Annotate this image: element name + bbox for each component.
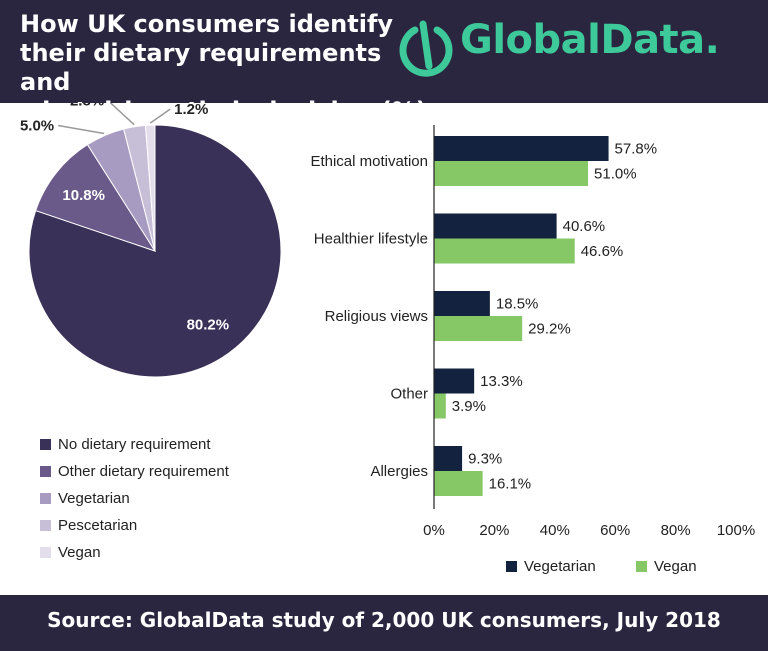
bar-vegetarian-healthier-lifestyle [434, 213, 557, 239]
bar-vegan-religious-views [434, 316, 523, 341]
pie-legend-label: Pescetarian [58, 516, 138, 534]
bar-value-vegan-healthier-lifestyle: 46.6% [581, 243, 624, 260]
bar-value-vegan-other: 3.9% [452, 398, 486, 415]
category-label-healthier-lifestyle: Healthier lifestyle [314, 231, 428, 248]
source-note: Source: GlobalData study of 2,000 UK con… [47, 608, 721, 632]
bar-value-vegetarian-allergies: 9.3% [468, 451, 502, 468]
pie-legend-item-no-dietary-requirement: No dietary requirement [40, 435, 211, 453]
x-tick-label: 40% [540, 522, 570, 539]
title-line-1: How UK consumers identify [20, 10, 394, 38]
bar-legend-label: Vegan [654, 557, 697, 575]
category-label-religious-views: Religious views [325, 308, 428, 325]
title-line-2: their dietary requirements and [20, 39, 382, 96]
bar-value-vegetarian-other: 13.3% [480, 373, 523, 390]
pie-slice-other-dietary-requirement [35, 143, 157, 252]
pie-legend-swatch [40, 519, 51, 531]
pie-legend-label: No dietary requirement [58, 435, 211, 453]
bar-vegan-other [434, 393, 446, 419]
bar-vegan-allergies [434, 471, 483, 496]
pie-slice-vegan [144, 124, 156, 252]
bar-value-vegetarian-healthier-lifestyle: 40.6% [563, 218, 606, 235]
pie-leader-vegan [149, 108, 171, 124]
x-tick-label: 100% [717, 522, 755, 539]
pie-label-other-dietary-requirement: 10.8% [62, 187, 105, 204]
pie-legend-label: Vegetarian [58, 489, 130, 507]
header-banner: How UK consumers identify their dietary … [0, 0, 768, 125]
footer-banner: Source: GlobalData study of 2,000 UK con… [0, 595, 768, 651]
pie-label-vegetarian: 5.0% [20, 118, 54, 135]
category-label-other: Other [390, 386, 428, 403]
logo-text: GlobalData. [460, 17, 720, 63]
bar-value-vegetarian-religious-views: 18.5% [496, 296, 539, 313]
bar-value-vegan-allergies: 16.1% [489, 476, 532, 493]
x-tick-label: 0% [423, 522, 445, 539]
pie-legend-label: Vegan [58, 543, 101, 561]
chart-title: How UK consumers identify their dietary … [20, 10, 440, 126]
bar-legend-item-vegan: Vegan [636, 557, 697, 575]
bar-vegetarian-ethical-motivation [434, 136, 609, 161]
pie-legend-item-pescetarian: Pescetarian [40, 516, 137, 534]
category-label-allergies: Allergies [370, 463, 428, 480]
bar-value-vegan-religious-views: 29.2% [528, 321, 571, 338]
bar-legend-swatch [506, 560, 517, 572]
title-line-3: what drives their decision (%) [20, 97, 427, 125]
pie-legend-item-other-dietary-requirement: Other dietary requirement [40, 462, 229, 480]
pie-legend-swatch [40, 546, 51, 558]
pie-legend-item-vegetarian: Vegetarian [40, 489, 130, 507]
bar-legend-swatch [636, 560, 647, 572]
bar-vegetarian-allergies [434, 446, 463, 471]
pie-legend-label: Other dietary requirement [58, 462, 229, 480]
pie-label-no-dietary-requirement: 80.2% [187, 317, 230, 334]
bar-vegetarian-other [434, 368, 475, 394]
pie-legend-swatch [40, 465, 51, 477]
bar-legend-item-vegetarian: Vegetarian [506, 557, 596, 575]
pie-label-pescetarian: 2.8% [70, 103, 104, 110]
x-tick-label: 60% [600, 522, 630, 539]
pie-leader-pescetarian [109, 103, 135, 126]
pie-legend-swatch [40, 492, 51, 504]
pie-legend-swatch [40, 438, 51, 450]
category-label-ethical-motivation: Ethical motivation [310, 153, 428, 170]
bar-value-vegetarian-ethical-motivation: 57.8% [615, 141, 658, 158]
pie-leader-vegetarian [58, 124, 105, 135]
pie-chart: 80.2% 10.8% 5.0% 2.8% 1.2% [20, 103, 282, 378]
bar-value-vegan-ethical-motivation: 51.0% [594, 166, 637, 183]
bar-vegetarian-religious-views [434, 291, 490, 316]
pie-legend-item-vegan: Vegan [40, 543, 101, 561]
bar-vegan-healthier-lifestyle [434, 238, 575, 264]
bar-chart: Ethical motivation Healthier lifestyle Rel… [310, 125, 755, 539]
bar-vegan-ethical-motivation [434, 161, 589, 186]
globaldata-logo-icon [399, 20, 453, 77]
bar-legend-label: Vegetarian [524, 557, 596, 575]
globaldata-logo: GlobalData. [398, 16, 758, 80]
x-tick-label: 80% [661, 522, 691, 539]
x-tick-label: 20% [479, 522, 509, 539]
pie-label-vegan: 1.2% [174, 103, 208, 118]
